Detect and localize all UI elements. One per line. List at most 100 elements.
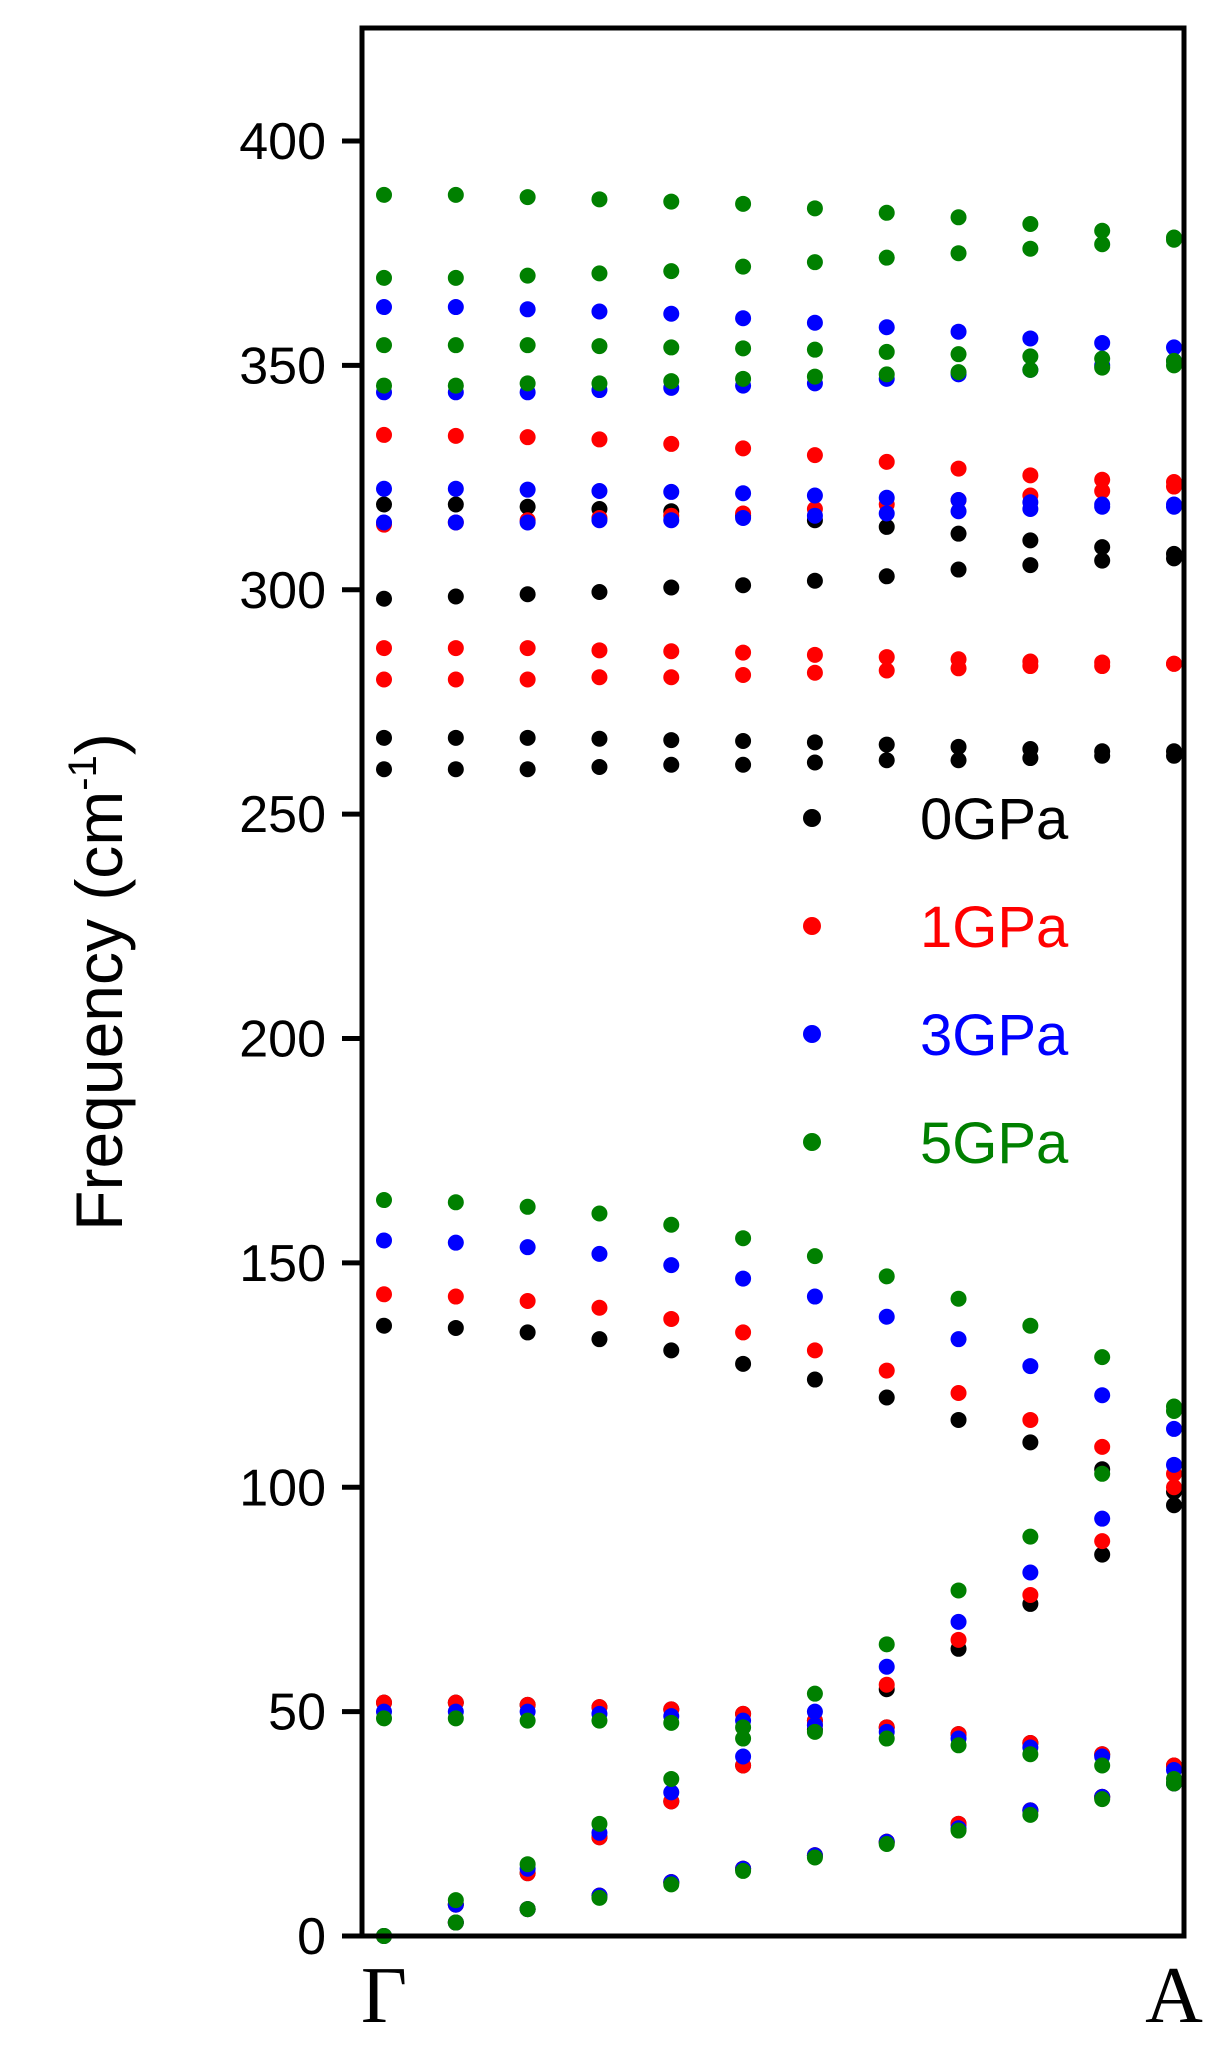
data-point: [1022, 1317, 1039, 1334]
data-point: [878, 319, 895, 336]
data-point: [519, 729, 536, 746]
y-tick-label: 400: [239, 113, 326, 171]
data-point: [806, 1342, 823, 1359]
data-point: [376, 299, 392, 316]
data-point: [1166, 229, 1182, 246]
data-point: [1094, 552, 1111, 569]
data-point: [1094, 471, 1111, 488]
data-point: [663, 339, 680, 356]
data-point: [591, 759, 608, 776]
data-point: [1166, 339, 1182, 356]
y-axis-ticks: [342, 138, 362, 1939]
data-point: [1022, 1746, 1039, 1763]
data-point: [950, 245, 967, 262]
data-point: [735, 1324, 752, 1341]
data-point: [878, 1730, 895, 1747]
data-points: [376, 186, 1182, 1944]
data-point: [950, 503, 967, 520]
plot-frame: [359, 25, 1187, 1939]
y-tick-label: 350: [239, 337, 326, 395]
data-point: [735, 1730, 752, 1747]
data-point: [735, 1748, 752, 1765]
y-tick-label: 300: [239, 562, 326, 620]
data-point: [663, 193, 680, 210]
data-point: [519, 514, 536, 531]
data-point: [376, 186, 392, 203]
data-point: [1022, 557, 1039, 574]
data-point: [1022, 330, 1039, 347]
data-point: [806, 487, 823, 504]
data-point: [591, 1205, 608, 1222]
data-point: [950, 1411, 967, 1428]
data-point: [878, 489, 895, 506]
series-1GPa: [376, 426, 1182, 1944]
data-point: [950, 1385, 967, 1402]
data-point: [1166, 1420, 1182, 1437]
data-point: [950, 752, 967, 769]
data-point: [376, 269, 392, 286]
data-point: [950, 492, 967, 508]
data-point: [663, 512, 680, 529]
data-point: [591, 375, 608, 392]
data-point: [663, 1216, 680, 1233]
data-point: [376, 1286, 392, 1303]
data-point: [878, 366, 895, 383]
data-point: [1094, 1438, 1111, 1455]
data-point: [1166, 743, 1182, 760]
data-point: [519, 1856, 536, 1873]
data-point: [1022, 361, 1039, 378]
data-point: [663, 305, 680, 322]
data-point: [591, 730, 608, 747]
data-point: [1094, 1791, 1111, 1808]
series-0GPa: [376, 496, 1182, 1944]
legend-label: 5GPa: [920, 1111, 1069, 1176]
data-point: [447, 729, 464, 746]
data-point: [447, 480, 464, 497]
data-point: [519, 586, 536, 603]
data-point: [663, 1310, 680, 1327]
data-point: [1166, 1497, 1182, 1514]
data-point: [376, 377, 392, 394]
data-point: [878, 1389, 895, 1406]
data-point: [878, 505, 895, 522]
data-point: [806, 664, 823, 681]
data-point: [376, 671, 392, 688]
data-point: [1022, 532, 1039, 549]
data-point: [878, 1676, 895, 1693]
data-point: [950, 346, 967, 363]
data-point: [447, 186, 464, 203]
data-point: [591, 483, 608, 500]
data-point: [376, 337, 392, 354]
data-point: [735, 577, 752, 594]
data-point: [806, 254, 823, 271]
data-point: [1022, 348, 1039, 365]
data-point: [447, 269, 464, 286]
data-point: [591, 1889, 608, 1906]
data-point: [1094, 236, 1111, 253]
data-point: [735, 370, 752, 387]
data-point: [806, 646, 823, 663]
data-point: [806, 1288, 823, 1305]
data-point: [735, 509, 752, 526]
data-point: [806, 1703, 823, 1720]
data-point: [735, 258, 752, 275]
data-point: [1166, 474, 1182, 491]
data-point: [376, 1710, 392, 1727]
data-point: [591, 642, 608, 659]
data-point: [735, 667, 752, 684]
data-point: [663, 669, 680, 686]
data-point: [1022, 240, 1039, 257]
data-point: [806, 1685, 823, 1702]
data-point: [878, 752, 895, 769]
data-point: [663, 483, 680, 500]
data-point: [878, 204, 895, 221]
data-point: [878, 649, 895, 666]
data-point: [663, 579, 680, 596]
series-5GPa: [376, 186, 1182, 1944]
data-point: [1022, 1586, 1039, 1603]
data-point: [1166, 545, 1182, 562]
data-point: [1094, 539, 1111, 556]
data-point: [806, 734, 823, 751]
data-point: [1094, 496, 1111, 513]
data-point: [1094, 483, 1111, 500]
